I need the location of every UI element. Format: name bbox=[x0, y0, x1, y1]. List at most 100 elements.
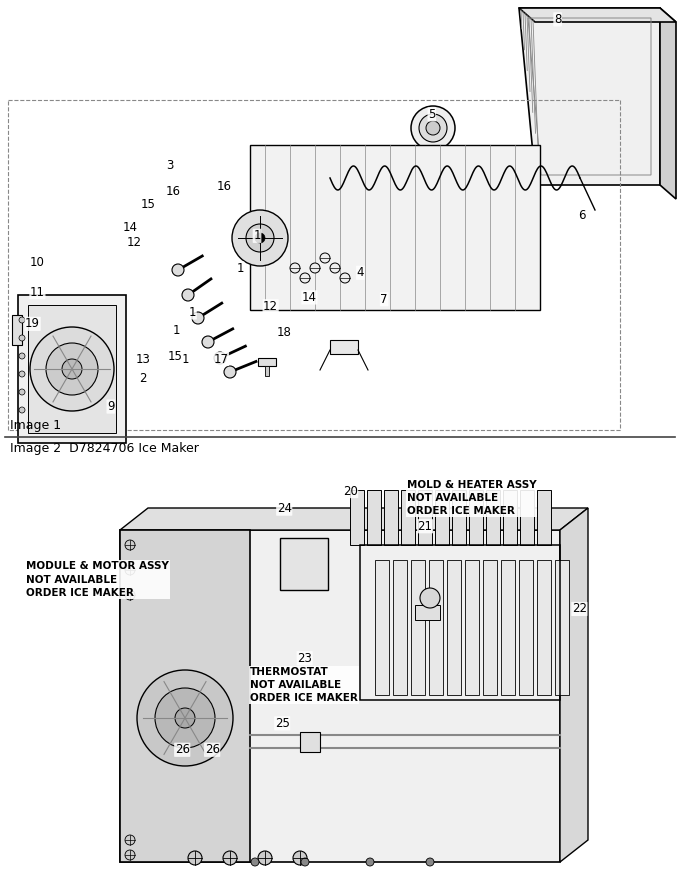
Polygon shape bbox=[250, 145, 540, 310]
Text: 16: 16 bbox=[217, 180, 232, 193]
Polygon shape bbox=[120, 508, 588, 530]
Circle shape bbox=[125, 835, 135, 845]
Polygon shape bbox=[367, 490, 381, 545]
Text: 1: 1 bbox=[173, 324, 181, 336]
Circle shape bbox=[300, 273, 310, 283]
Circle shape bbox=[310, 263, 320, 273]
Circle shape bbox=[155, 688, 215, 748]
Circle shape bbox=[19, 353, 25, 359]
Bar bbox=[285, 560, 297, 570]
Text: 20: 20 bbox=[343, 485, 358, 497]
Circle shape bbox=[46, 343, 98, 395]
Polygon shape bbox=[350, 490, 364, 545]
Polygon shape bbox=[447, 560, 461, 695]
Bar bbox=[285, 545, 297, 555]
Text: 1: 1 bbox=[188, 306, 197, 319]
Bar bbox=[265, 366, 269, 376]
Text: THERMOSTAT
NOT AVAILABLE
ORDER ICE MAKER: THERMOSTAT NOT AVAILABLE ORDER ICE MAKER bbox=[250, 667, 358, 703]
Polygon shape bbox=[465, 560, 479, 695]
Text: 3: 3 bbox=[167, 159, 173, 172]
Text: 6: 6 bbox=[577, 209, 585, 222]
Polygon shape bbox=[520, 490, 534, 545]
Text: 5: 5 bbox=[428, 108, 435, 121]
Text: 14: 14 bbox=[302, 291, 317, 304]
Circle shape bbox=[19, 371, 25, 377]
Polygon shape bbox=[501, 560, 515, 695]
Polygon shape bbox=[401, 490, 415, 545]
Circle shape bbox=[419, 114, 447, 142]
Bar bbox=[280, 538, 328, 590]
Text: 26: 26 bbox=[205, 744, 220, 756]
Circle shape bbox=[426, 121, 440, 135]
Text: 24: 24 bbox=[277, 502, 292, 515]
Text: Image 2  D7824706 Ice Maker: Image 2 D7824706 Ice Maker bbox=[10, 443, 199, 455]
Circle shape bbox=[223, 851, 237, 865]
Circle shape bbox=[290, 263, 300, 273]
Circle shape bbox=[340, 273, 350, 283]
Circle shape bbox=[246, 224, 274, 252]
Circle shape bbox=[30, 327, 114, 411]
Polygon shape bbox=[393, 560, 407, 695]
Bar bbox=[300, 732, 320, 752]
Polygon shape bbox=[452, 490, 466, 545]
Text: 21: 21 bbox=[418, 520, 432, 532]
Circle shape bbox=[251, 858, 259, 866]
Circle shape bbox=[125, 540, 135, 550]
Polygon shape bbox=[418, 490, 432, 545]
Circle shape bbox=[19, 335, 25, 341]
Circle shape bbox=[232, 210, 288, 266]
Text: 2: 2 bbox=[139, 372, 147, 385]
Text: 1: 1 bbox=[253, 230, 261, 242]
Text: 10: 10 bbox=[30, 256, 45, 268]
Text: 15: 15 bbox=[168, 350, 183, 363]
Text: 1: 1 bbox=[236, 262, 244, 275]
Text: 22: 22 bbox=[572, 603, 587, 615]
Text: 12: 12 bbox=[263, 300, 278, 312]
Polygon shape bbox=[120, 530, 560, 862]
Circle shape bbox=[19, 317, 25, 323]
Circle shape bbox=[172, 264, 184, 276]
Polygon shape bbox=[519, 8, 660, 185]
Polygon shape bbox=[537, 490, 551, 545]
Circle shape bbox=[411, 106, 455, 150]
Circle shape bbox=[125, 565, 135, 575]
Circle shape bbox=[320, 253, 330, 263]
Circle shape bbox=[125, 850, 135, 860]
Circle shape bbox=[293, 851, 307, 865]
Bar bbox=[330, 340, 358, 354]
Circle shape bbox=[125, 590, 135, 600]
Text: 4: 4 bbox=[356, 267, 364, 279]
Polygon shape bbox=[560, 508, 588, 862]
Circle shape bbox=[202, 336, 214, 348]
Circle shape bbox=[137, 670, 233, 766]
Bar bbox=[12, 315, 22, 345]
Polygon shape bbox=[519, 8, 676, 22]
Circle shape bbox=[19, 389, 25, 395]
Polygon shape bbox=[537, 560, 551, 695]
Polygon shape bbox=[469, 490, 483, 545]
Polygon shape bbox=[555, 560, 569, 695]
Polygon shape bbox=[375, 560, 389, 695]
Text: 23: 23 bbox=[297, 652, 312, 664]
Circle shape bbox=[426, 858, 434, 866]
Circle shape bbox=[214, 352, 226, 364]
Polygon shape bbox=[486, 490, 500, 545]
Bar bbox=[18, 295, 126, 443]
Text: 25: 25 bbox=[275, 717, 290, 730]
Circle shape bbox=[19, 407, 25, 413]
Circle shape bbox=[301, 858, 309, 866]
Text: 12: 12 bbox=[127, 236, 142, 248]
Polygon shape bbox=[660, 8, 676, 199]
Text: 19: 19 bbox=[25, 318, 40, 330]
Text: MOLD & HEATER ASSY
NOT AVAILABLE
ORDER ICE MAKER: MOLD & HEATER ASSY NOT AVAILABLE ORDER I… bbox=[407, 480, 537, 516]
Text: 11: 11 bbox=[30, 286, 45, 298]
Circle shape bbox=[175, 708, 195, 728]
Polygon shape bbox=[503, 490, 517, 545]
Circle shape bbox=[224, 366, 236, 378]
Bar bbox=[415, 605, 440, 620]
Polygon shape bbox=[519, 560, 533, 695]
Polygon shape bbox=[483, 560, 497, 695]
Polygon shape bbox=[411, 560, 425, 695]
Bar bbox=[360, 545, 560, 700]
Circle shape bbox=[188, 851, 202, 865]
